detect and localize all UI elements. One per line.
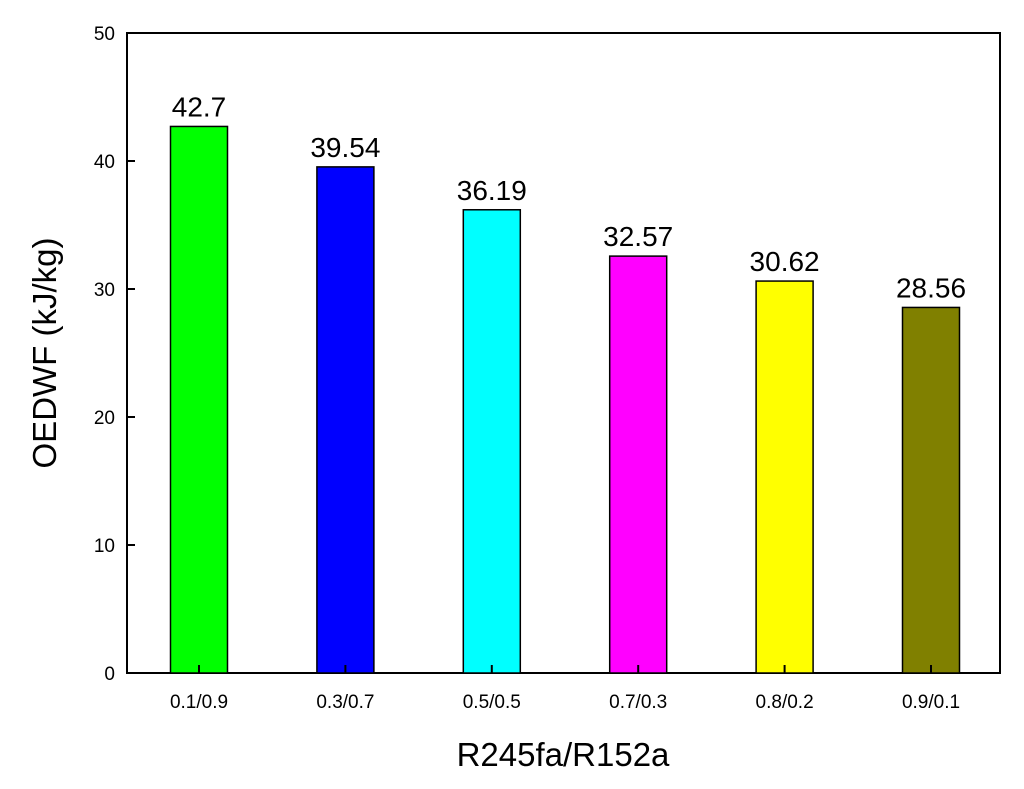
x-tick-label: 0.1/0.9 xyxy=(170,692,228,713)
y-tick-label: 10 xyxy=(94,536,115,557)
data-label: 32.57 xyxy=(603,221,673,252)
data-label: 42.7 xyxy=(172,91,227,122)
bar xyxy=(901,306,961,674)
bar xyxy=(316,166,375,674)
x-tick-label: 0.9/0.1 xyxy=(902,692,960,713)
x-axis-title: R245fa/R152a xyxy=(457,736,670,773)
bar xyxy=(608,255,668,674)
y-axis-title: OEDWF (kJ/kg) xyxy=(26,238,63,469)
data-label: 36.19 xyxy=(457,175,527,206)
x-tick-label: 0.5/0.5 xyxy=(463,692,521,713)
bar xyxy=(755,280,814,674)
x-tick-label: 0.8/0.2 xyxy=(756,692,814,713)
bar xyxy=(462,209,522,674)
data-label: 30.62 xyxy=(750,246,820,277)
y-tick-label: 0 xyxy=(104,664,115,685)
y-tick-label: 30 xyxy=(94,280,115,301)
y-tick-label: 20 xyxy=(94,408,115,429)
y-tick-label: 50 xyxy=(94,24,115,45)
plot-area-frame xyxy=(126,32,1001,674)
data-label: 28.56 xyxy=(896,272,966,303)
y-tick-label: 40 xyxy=(94,152,115,173)
data-label: 39.54 xyxy=(310,132,380,163)
x-tick-label: 0.3/0.7 xyxy=(316,692,374,713)
x-tick-label: 0.7/0.3 xyxy=(609,692,667,713)
bar xyxy=(169,125,229,674)
